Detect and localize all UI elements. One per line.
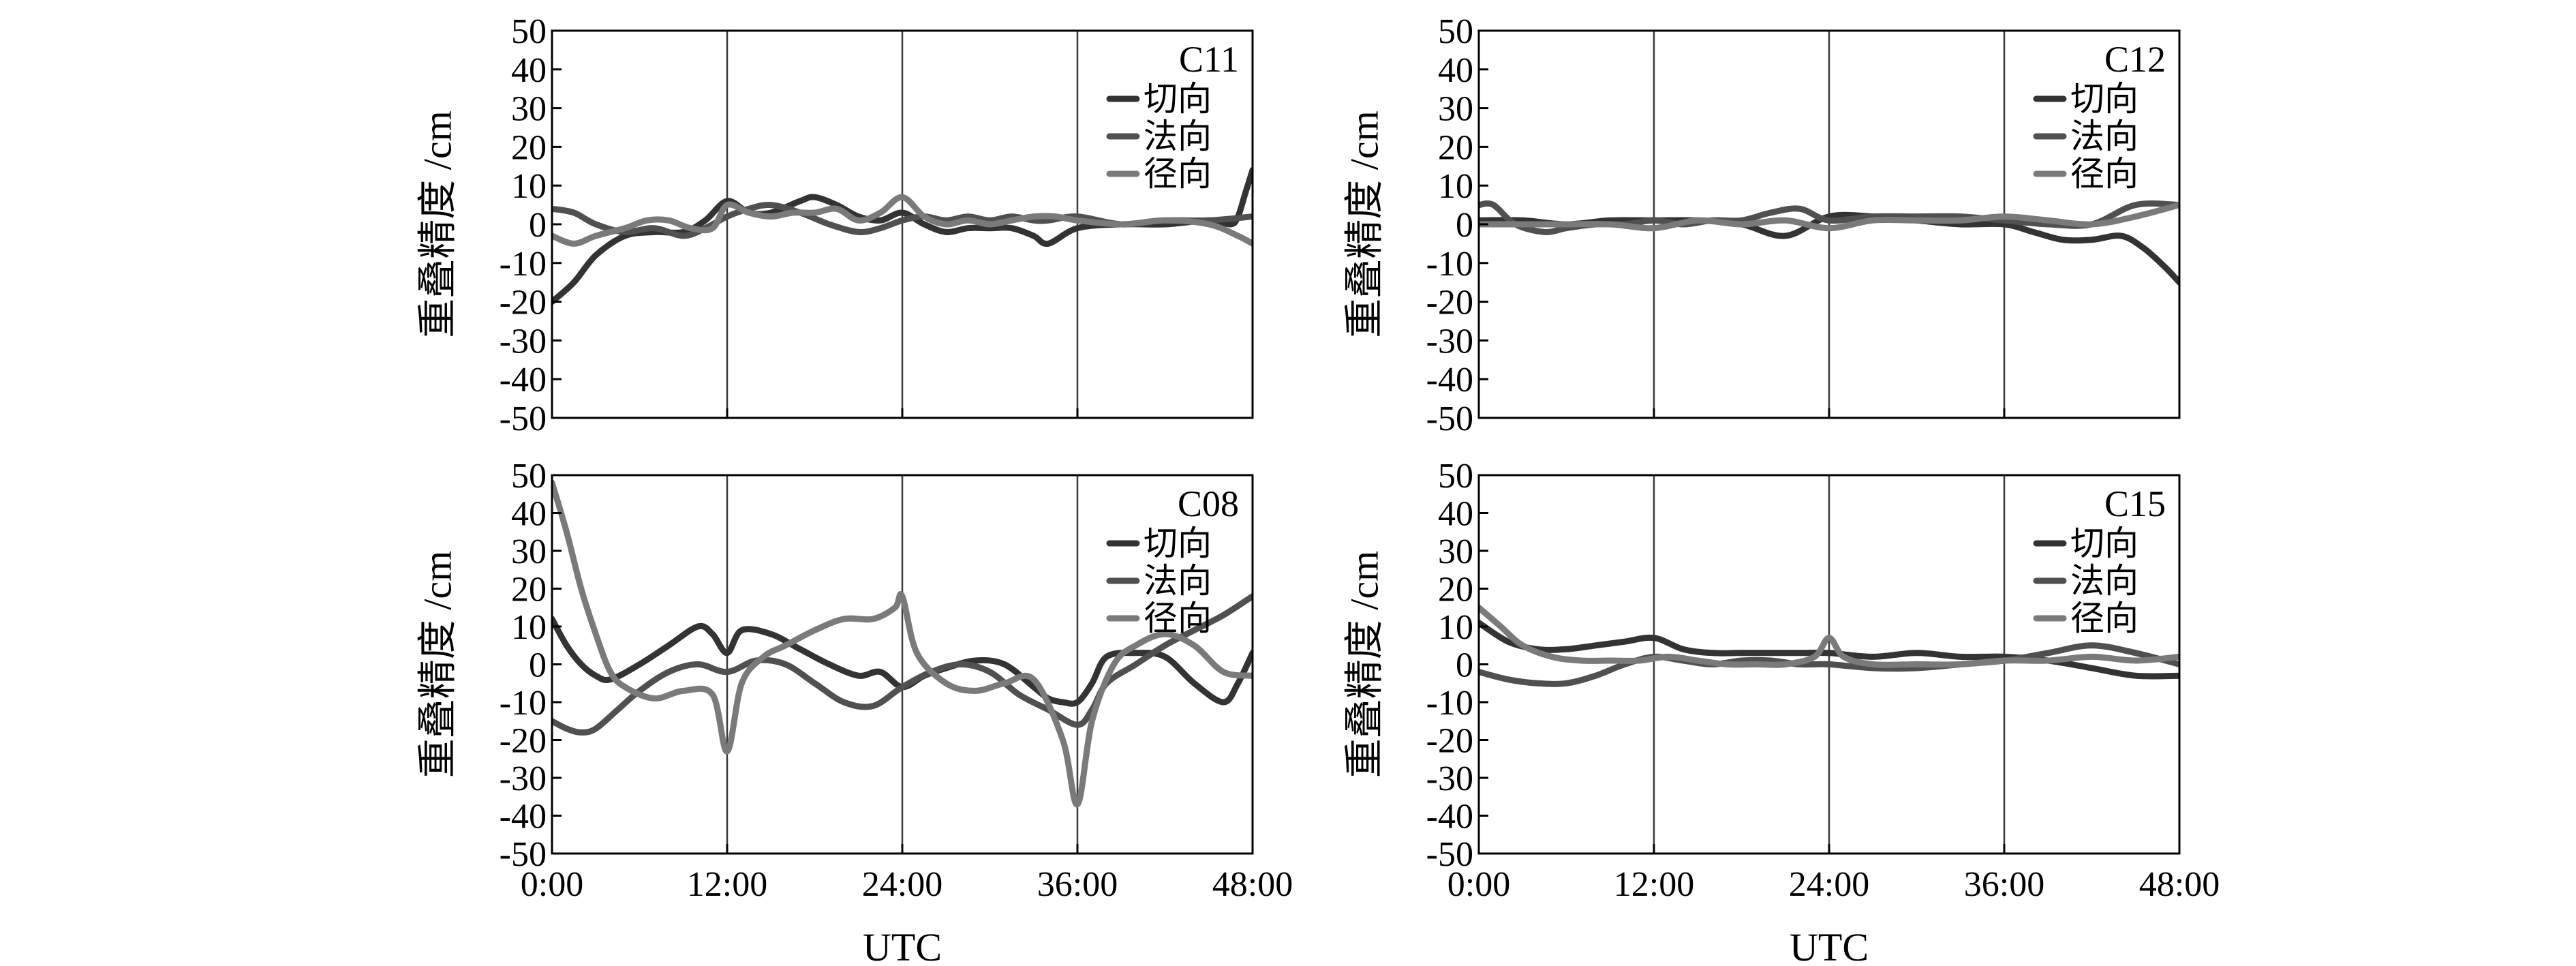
y-tick-label: 20 xyxy=(1438,128,1473,167)
y-tick-label: 40 xyxy=(511,51,547,90)
x-tick-label: 36:00 xyxy=(1037,865,1118,904)
y-tick-label: 30 xyxy=(1438,90,1473,129)
y-tick-label: -50 xyxy=(1426,835,1473,874)
y-axis-label: 重叠精度 /cm xyxy=(1343,551,1387,778)
legend-label: 法向 xyxy=(1144,117,1212,155)
y-tick-label: -30 xyxy=(1426,759,1473,798)
legend-label: 径向 xyxy=(1144,599,1212,637)
series-line xyxy=(552,593,1253,736)
x-tick-label: 12:00 xyxy=(1614,865,1694,904)
y-tick-label: -20 xyxy=(500,722,547,761)
y-tick-label: -50 xyxy=(1426,399,1473,438)
y-tick-label: 30 xyxy=(511,532,547,571)
y-tick-label: 30 xyxy=(511,90,547,129)
satellite-label: C11 xyxy=(1179,39,1239,80)
y-axis-label: 重叠精度 /cm xyxy=(416,551,460,778)
y-tick-label: -10 xyxy=(500,245,547,284)
series-line xyxy=(1479,604,2179,668)
legend-label: 切向 xyxy=(2070,80,2138,118)
y-tick-label: 30 xyxy=(1438,532,1473,571)
x-tick-label: 48:00 xyxy=(2139,865,2220,904)
y-tick-label: 50 xyxy=(511,457,547,496)
legend-label: 切向 xyxy=(1144,80,1212,118)
x-axis-label: UTC xyxy=(1790,925,1869,966)
legend-label: 径向 xyxy=(1144,155,1212,193)
x-tick-label: 12:00 xyxy=(687,865,767,904)
y-tick-label: -40 xyxy=(1426,798,1473,836)
y-tick-label: -30 xyxy=(500,759,547,798)
satellite-label: C08 xyxy=(1178,483,1239,524)
y-tick-label: 50 xyxy=(1438,12,1473,51)
x-tick-label: 24:00 xyxy=(1789,865,1869,904)
y-tick-label: 20 xyxy=(511,128,547,167)
y-tick-label: -10 xyxy=(1426,684,1473,723)
y-axis-label: 重叠精度 /cm xyxy=(1343,110,1387,337)
y-tick-label: -40 xyxy=(500,798,547,836)
series-group xyxy=(1479,604,2179,687)
series-line xyxy=(1479,202,2179,232)
series-line xyxy=(552,479,1253,808)
series-group xyxy=(552,479,1253,808)
series-line xyxy=(1479,200,2179,235)
series-line xyxy=(552,201,1253,239)
y-axis-label: 重叠精度 /cm xyxy=(416,110,460,337)
y-tick-label: -40 xyxy=(500,361,547,399)
y-tick-label: -20 xyxy=(1426,722,1473,761)
legend-label: 径向 xyxy=(2070,599,2138,637)
y-tick-label: 0 xyxy=(529,206,547,245)
y-tick-label: -10 xyxy=(500,684,547,723)
y-tick-label: 50 xyxy=(511,12,547,51)
x-tick-label: 0:00 xyxy=(521,865,583,904)
y-tick-label: 40 xyxy=(511,495,547,534)
y-tick-label: -30 xyxy=(1426,322,1473,361)
y-tick-label: -50 xyxy=(500,835,547,874)
x-tick-label: 48:00 xyxy=(1212,865,1293,904)
legend-label: 法向 xyxy=(1144,562,1212,600)
y-tick-label: 20 xyxy=(511,571,547,609)
y-tick-label: 0 xyxy=(1456,646,1473,685)
legend-label: 切向 xyxy=(2070,524,2138,562)
y-tick-label: 10 xyxy=(1438,608,1473,647)
satellite-label: C12 xyxy=(2104,39,2166,80)
y-tick-label: 50 xyxy=(1438,457,1473,496)
satellite-label: C15 xyxy=(2104,483,2166,524)
x-tick-label: 36:00 xyxy=(1964,865,2044,904)
legend-label: 法向 xyxy=(2070,117,2138,155)
series-group xyxy=(552,167,1253,305)
series-group xyxy=(1479,200,2179,286)
y-tick-label: -30 xyxy=(500,322,547,361)
y-tick-label: -10 xyxy=(1426,245,1473,284)
y-tick-label: 10 xyxy=(1438,167,1473,206)
series-line xyxy=(552,194,1253,247)
y-tick-label: -20 xyxy=(500,284,547,322)
y-tick-label: 10 xyxy=(511,167,547,206)
series-line xyxy=(552,167,1253,305)
x-tick-label: 24:00 xyxy=(862,865,942,904)
y-tick-label: 0 xyxy=(1456,206,1473,245)
y-tick-label: 40 xyxy=(1438,51,1473,90)
y-tick-label: 10 xyxy=(511,608,547,647)
legend-label: 法向 xyxy=(2070,562,2138,600)
x-axis-label: UTC xyxy=(863,925,942,966)
y-tick-label: -50 xyxy=(500,399,547,438)
legend-label: 径向 xyxy=(2070,155,2138,193)
y-tick-label: 0 xyxy=(529,646,547,685)
y-tick-label: 20 xyxy=(1438,571,1473,609)
y-tick-label: 40 xyxy=(1438,495,1473,534)
y-tick-label: -40 xyxy=(1426,361,1473,399)
y-tick-label: -20 xyxy=(1426,284,1473,322)
x-tick-label: 0:00 xyxy=(1447,865,1510,904)
legend-label: 切向 xyxy=(1144,524,1212,562)
